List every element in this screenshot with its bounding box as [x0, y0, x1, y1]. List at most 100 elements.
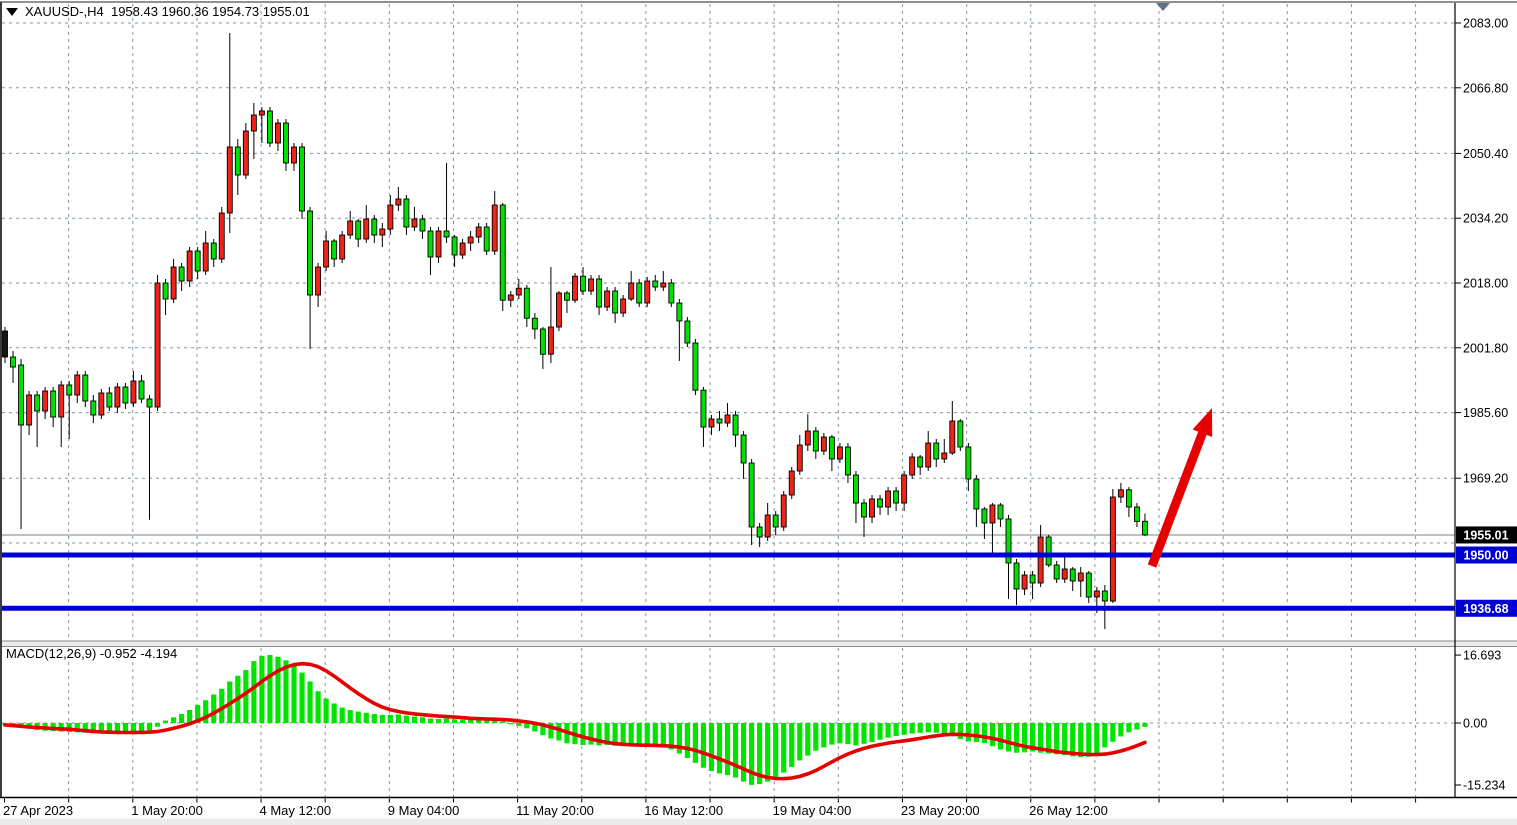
candle-body [780, 494, 787, 528]
candle-body [1053, 564, 1060, 580]
support-lines[interactable] [2, 552, 1455, 611]
candle-body [531, 317, 538, 330]
macd-bar [1078, 723, 1084, 758]
macd-bar [98, 723, 104, 734]
price-axis-label: 2050.40 [1463, 147, 1508, 161]
macd-bar [154, 723, 161, 727]
candle-body [820, 436, 827, 452]
candle-body [861, 502, 867, 518]
candle-body [475, 226, 482, 238]
macd-bar [179, 714, 185, 723]
candle-body [1061, 568, 1068, 580]
macd-bar [170, 717, 177, 723]
macd-bar [612, 723, 618, 746]
candle-body [604, 290, 611, 308]
candlestick-series [2, 33, 1148, 629]
macd-bar [660, 723, 666, 748]
macd-bar [1062, 723, 1068, 756]
candle-body [957, 420, 964, 448]
macd-bar [540, 723, 546, 736]
candle-body [1093, 590, 1100, 598]
macd-axis-label: -15.234 [1463, 779, 1505, 793]
candle-body [788, 470, 795, 496]
candle-body [291, 146, 297, 164]
macd-bar [877, 723, 883, 740]
candle-body [459, 242, 466, 256]
candle-body [1013, 562, 1020, 590]
macd-bar [162, 720, 169, 723]
macd-bar [901, 723, 907, 735]
candle-body [218, 212, 225, 260]
arrow-shaft[interactable] [1147, 427, 1209, 568]
candle-body [315, 266, 322, 296]
time-axis-label: 26 May 12:00 [1029, 803, 1108, 818]
macd-bar [628, 723, 634, 745]
macd-bar [1126, 723, 1132, 733]
macd-bar [347, 709, 353, 723]
macd-bar [1094, 723, 1100, 754]
macd-bar [797, 723, 803, 761]
macd-bar [411, 716, 418, 723]
candle-body [467, 236, 474, 244]
candle-body [363, 218, 370, 240]
separator-band[interactable] [0, 641, 1517, 647]
macd-bar [146, 723, 153, 731]
arrow-annotation[interactable] [1147, 408, 1213, 568]
candle-body [804, 430, 811, 446]
arrow-head[interactable] [1192, 408, 1213, 437]
macd-axis-label: 0.00 [1463, 717, 1487, 731]
pane-separator[interactable] [0, 640, 1517, 647]
candle-body [411, 218, 418, 228]
candle-body [588, 278, 594, 292]
macd-indicator-label: MACD(12,26,9) -0.952 -4.194 [6, 646, 178, 661]
candle-body [989, 504, 996, 524]
chart-shift-marker-icon[interactable] [1156, 3, 1170, 11]
macd-bar [275, 656, 281, 723]
candle-body [507, 294, 514, 301]
candle-body [596, 278, 603, 308]
candle-body [258, 110, 265, 116]
candle-body [234, 146, 241, 176]
candle-body [828, 436, 835, 460]
candle-body [965, 446, 972, 480]
macd-bar [355, 711, 361, 723]
candle-body [395, 198, 402, 206]
candle-body [547, 326, 554, 355]
candle-body [716, 418, 723, 424]
macd-bar [1110, 723, 1116, 742]
candle-body [427, 230, 434, 258]
macd-bar [556, 723, 562, 741]
macd-bar [130, 723, 137, 732]
symbol-dropdown-icon[interactable] [6, 7, 18, 16]
macd-bar [933, 723, 939, 733]
candle-body [523, 287, 530, 319]
price-badge-label: 1950.00 [1463, 549, 1508, 563]
macd-bar [973, 723, 979, 743]
macd-bar [299, 672, 305, 723]
candle-body [724, 414, 731, 424]
macd-bar [604, 723, 610, 745]
macd-bar [1038, 723, 1044, 753]
candle-body [1101, 590, 1108, 602]
bottom-strip [0, 818, 1517, 825]
candle-body [869, 498, 875, 518]
macd-bar [805, 723, 811, 756]
candle-body [708, 418, 715, 428]
quote-text: XAUUSD-,H4 1958.43 1960.36 1954.73 1955.… [25, 4, 310, 19]
macd-bar [443, 718, 450, 723]
macd-bar [724, 723, 731, 776]
candle-body [1029, 574, 1036, 584]
candle-body [114, 386, 121, 408]
candle-body [612, 290, 619, 314]
price-axis[interactable]: 2083.00 2066.80 2050.40 2034.20 2018.00 2001.… [1455, 17, 1517, 793]
candle-body [652, 280, 659, 288]
candle-body [451, 236, 458, 256]
candle-body [1133, 506, 1140, 522]
candle-body [515, 287, 522, 296]
macd-bar [588, 723, 594, 745]
macd-bar [339, 707, 345, 723]
candle-body [909, 456, 916, 476]
time-axis[interactable]: 27 Apr 2023 1 May 20:00 4 May 12:00 9 May 0… [3, 798, 1417, 819]
